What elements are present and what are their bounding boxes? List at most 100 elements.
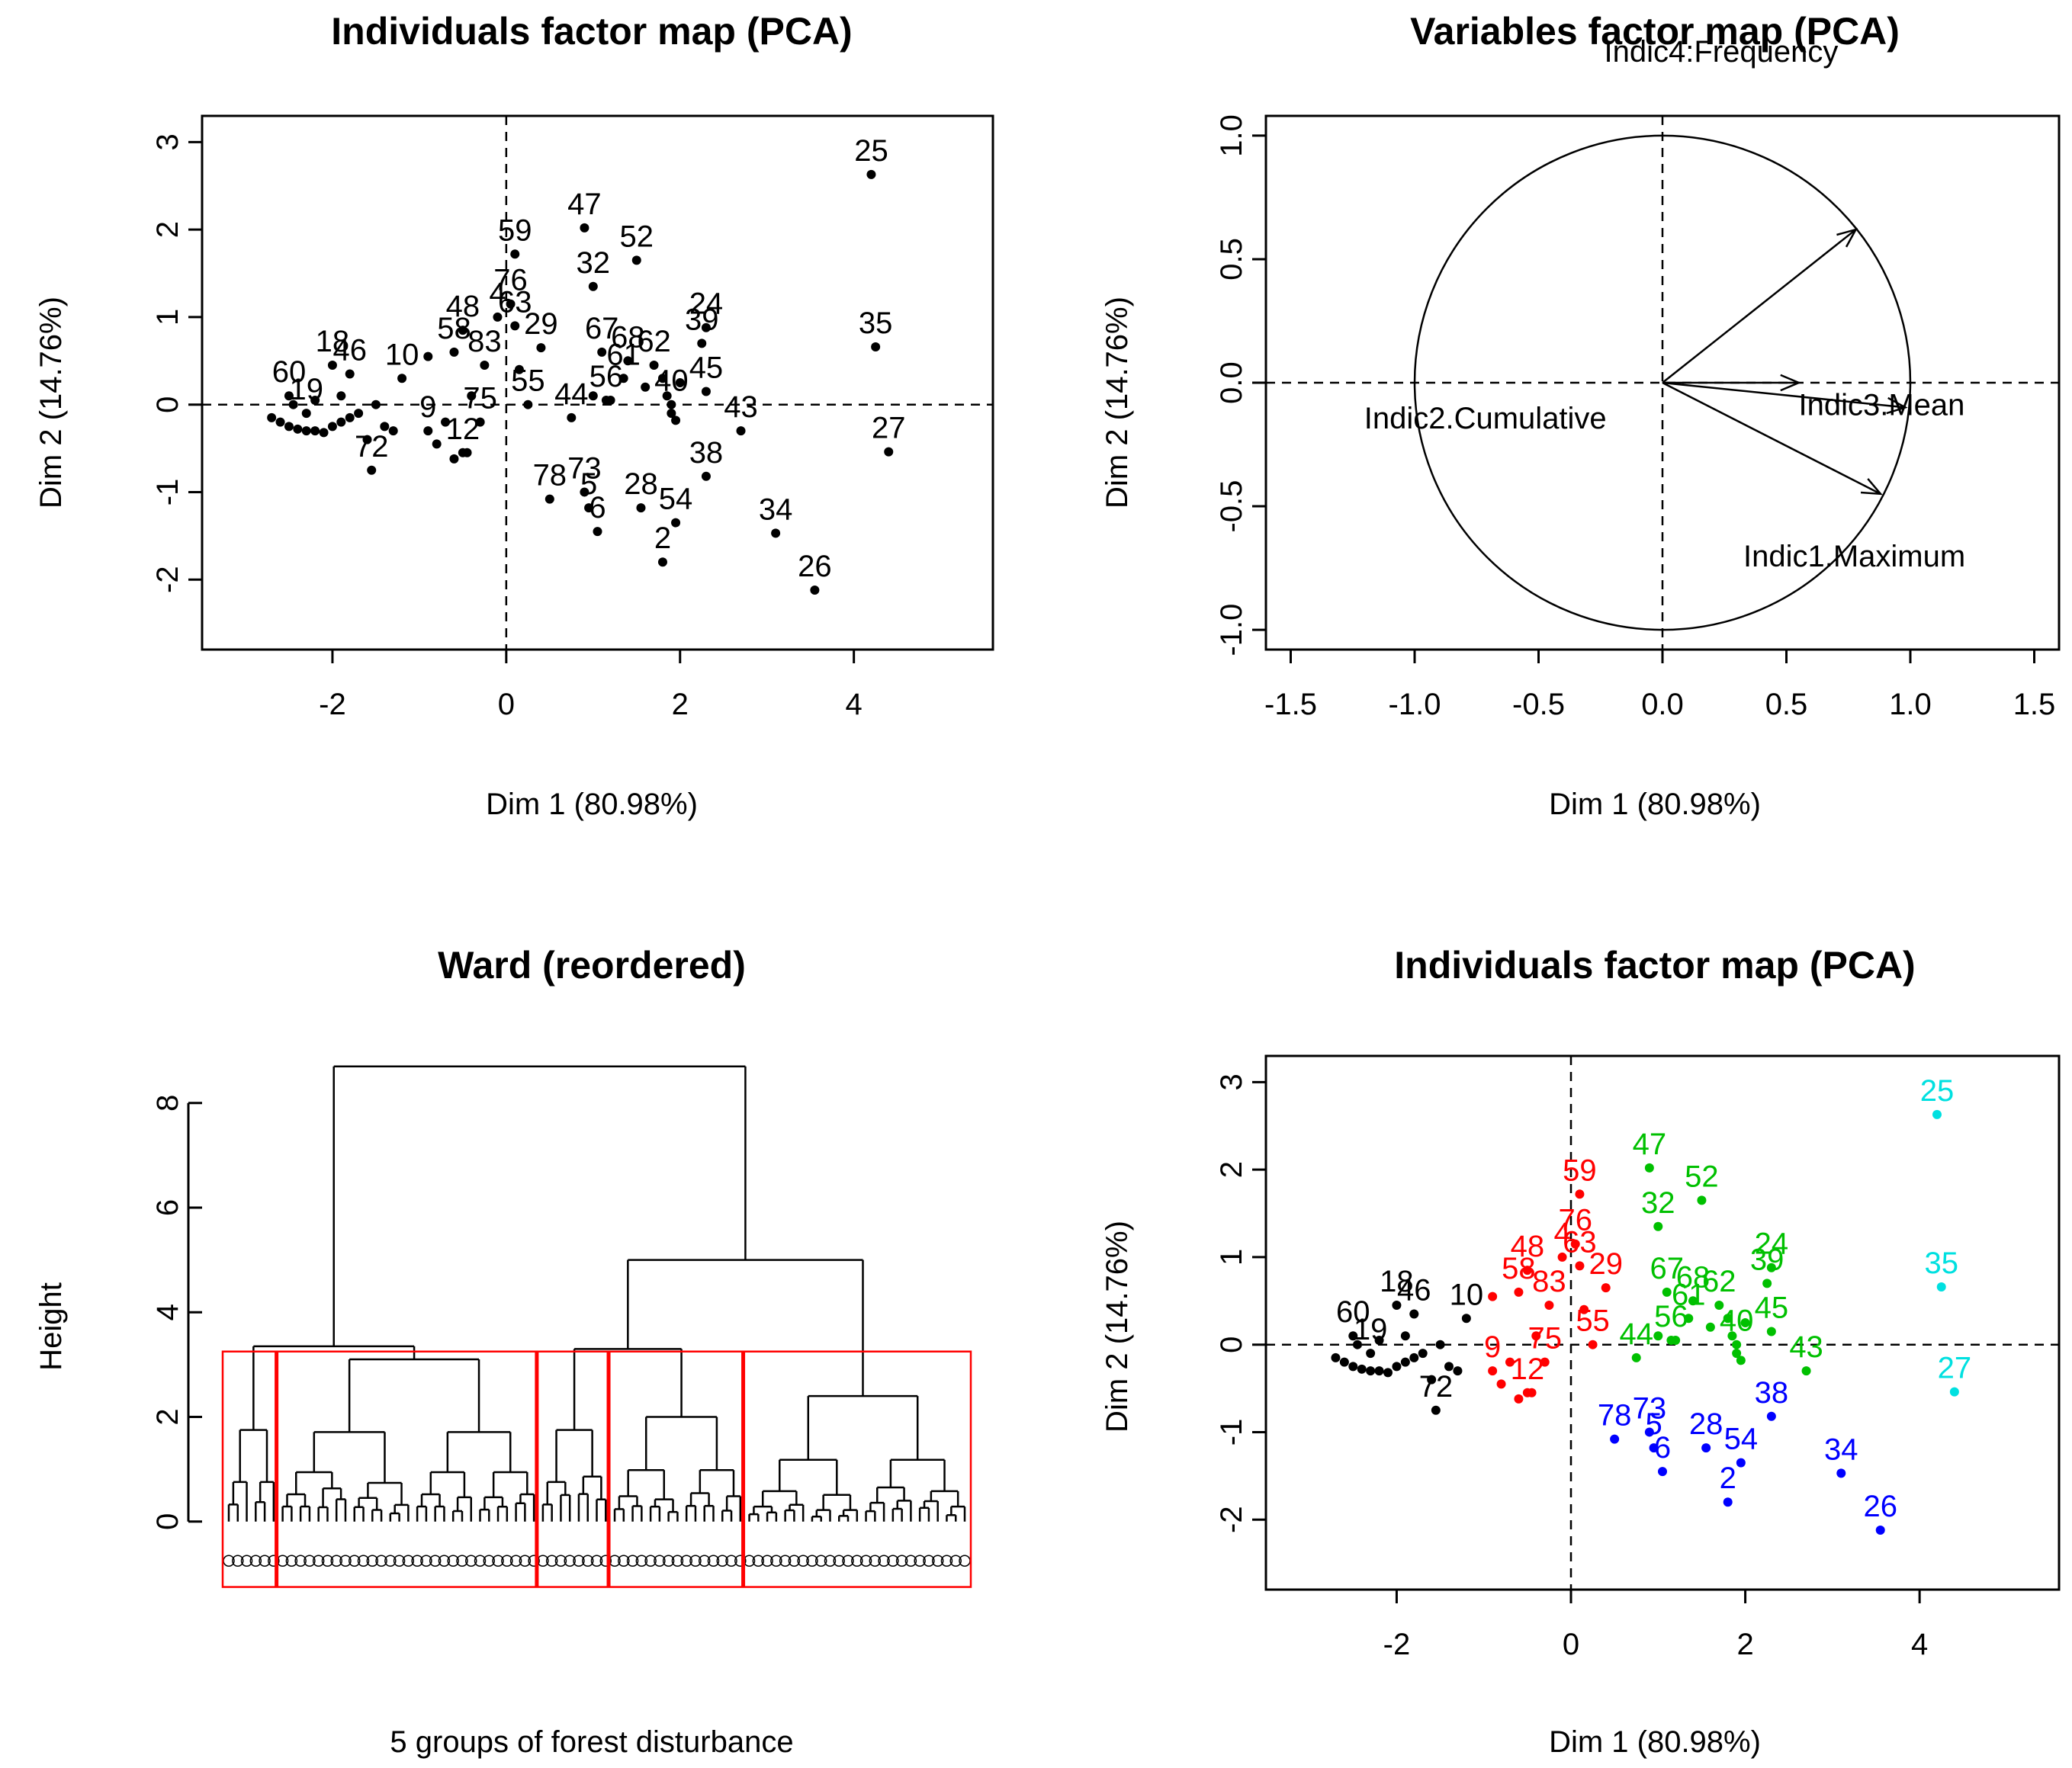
data-point xyxy=(1732,1340,1742,1349)
data-point-label: 4 xyxy=(489,277,506,310)
data-point xyxy=(657,374,667,383)
data-point xyxy=(1374,1335,1384,1345)
data-point-label: 68 xyxy=(1676,1260,1711,1294)
data-point xyxy=(327,361,337,371)
leaf-marker xyxy=(716,1555,729,1567)
data-point xyxy=(667,409,676,419)
data-point xyxy=(588,281,598,291)
data-point xyxy=(362,435,372,444)
data-point-label: 72 xyxy=(355,430,389,464)
data-point xyxy=(449,347,459,357)
data-point-label: 83 xyxy=(1532,1265,1566,1298)
x-tick-label: 0.0 xyxy=(1641,688,1684,721)
leaf-marker xyxy=(259,1555,271,1567)
data-point xyxy=(1936,1282,1946,1292)
leaf-marker xyxy=(644,1555,657,1567)
data-point-label: 61 xyxy=(606,338,641,371)
leaf-marker xyxy=(779,1555,792,1567)
data-point-label: 76 xyxy=(1558,1204,1592,1237)
panel-individuals-factor-map-1: Individuals factor map (PCA) Dim 1 (80.9… xyxy=(34,10,994,821)
leaf-marker xyxy=(249,1555,262,1567)
data-point xyxy=(432,439,442,449)
data-point xyxy=(641,382,651,392)
variable-arrow xyxy=(1662,381,1881,495)
y-tick-label: 0 xyxy=(151,396,185,413)
data-point xyxy=(1488,1366,1498,1376)
data-point-label: 26 xyxy=(798,550,832,583)
data-point xyxy=(1531,1331,1541,1341)
leaf-marker xyxy=(509,1555,522,1567)
data-point xyxy=(275,417,285,427)
data-point xyxy=(1514,1287,1524,1297)
chart-title: Variables factor map (PCA) xyxy=(1410,10,1900,53)
data-point xyxy=(1570,1239,1580,1249)
data-point-label: 35 xyxy=(859,306,893,340)
leaf-marker xyxy=(680,1555,692,1567)
data-point-label: 39 xyxy=(1750,1243,1784,1276)
leaf-marker xyxy=(304,1555,316,1567)
y-tick-label: 1.0 xyxy=(1215,114,1248,157)
data-point xyxy=(367,465,377,475)
data-point-label: 29 xyxy=(524,307,558,341)
data-point-label: 67 xyxy=(1650,1252,1684,1285)
y-axis-title: Dim 2 (14.76%) xyxy=(1100,1221,1134,1433)
data-point xyxy=(675,378,685,387)
variable-label: Indic2.Cumulative xyxy=(1364,402,1607,435)
data-point-label: 38 xyxy=(689,436,724,470)
y-tick-label: 1 xyxy=(1215,1249,1248,1266)
data-point-label: 19 xyxy=(289,373,323,406)
data-point xyxy=(1366,1349,1376,1359)
data-point-label: 34 xyxy=(759,493,793,526)
data-point xyxy=(1418,1349,1428,1359)
y-tick-label: -1.0 xyxy=(1215,604,1248,656)
data-point-label: 27 xyxy=(1938,1352,1972,1385)
data-point xyxy=(301,409,311,419)
leaf-marker xyxy=(330,1555,342,1567)
leaf-marker xyxy=(806,1555,818,1567)
data-point-label: 58 xyxy=(437,312,471,345)
data-point-label: 78 xyxy=(1598,1399,1632,1433)
data-point-label: 62 xyxy=(637,325,671,358)
x-tick-label: 4 xyxy=(1911,1628,1928,1661)
data-point xyxy=(284,422,294,432)
data-point xyxy=(1435,1340,1445,1349)
data-point xyxy=(510,249,520,259)
data-point xyxy=(1522,1388,1532,1397)
data-point-label: 62 xyxy=(1702,1265,1736,1298)
data-point-label: 32 xyxy=(577,246,611,280)
data-point xyxy=(884,447,894,457)
data-point-label: 25 xyxy=(1920,1074,1955,1108)
leaf-marker xyxy=(788,1555,801,1567)
x-tick-label: -2 xyxy=(319,688,346,721)
data-point xyxy=(1461,1314,1471,1324)
leaf-marker xyxy=(833,1555,845,1567)
leaf-marker xyxy=(573,1555,585,1567)
leaf-marker xyxy=(240,1555,253,1567)
data-point-label: 56 xyxy=(589,360,624,393)
data-point xyxy=(284,391,294,401)
data-point xyxy=(1736,1356,1746,1365)
data-point xyxy=(288,399,298,409)
leaf-marker xyxy=(429,1555,442,1567)
y-tick-label: 2 xyxy=(151,221,185,238)
variable-arrowhead xyxy=(1836,228,1858,248)
data-point xyxy=(1348,1362,1358,1372)
leaf-marker xyxy=(689,1555,702,1567)
variable-arrowhead xyxy=(1886,396,1908,415)
data-point-label: 47 xyxy=(567,188,602,221)
data-point xyxy=(293,424,303,434)
data-point-label: 44 xyxy=(1619,1317,1653,1351)
data-point xyxy=(1688,1296,1698,1306)
y-tick-label: 3 xyxy=(151,133,185,150)
data-point-label: 60 xyxy=(1336,1295,1370,1329)
variable-arrowhead xyxy=(1780,374,1801,392)
data-point-label: 2 xyxy=(1720,1462,1736,1495)
cluster-cut-box xyxy=(221,1350,972,1588)
data-point xyxy=(458,326,467,335)
data-point xyxy=(1684,1314,1694,1324)
data-point xyxy=(336,417,346,427)
leaf-marker xyxy=(707,1555,720,1567)
data-point xyxy=(336,391,346,401)
data-point xyxy=(327,422,337,432)
data-point xyxy=(1400,1357,1410,1367)
